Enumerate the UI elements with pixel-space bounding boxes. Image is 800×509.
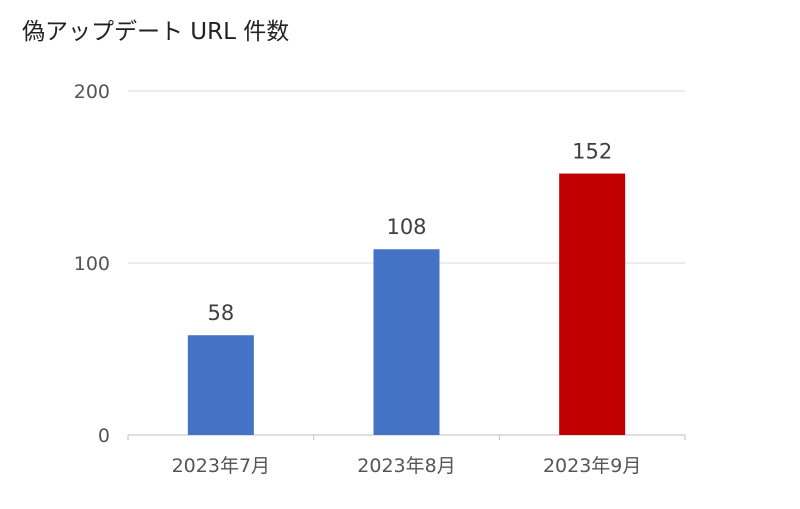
y-tick-label: 100 (74, 253, 110, 275)
x-tick-label: 2023年8月 (357, 455, 455, 477)
x-tick-label: 2023年9月 (543, 455, 641, 477)
data-label: 108 (386, 215, 426, 239)
bar-1 (187, 335, 254, 435)
data-label: 58 (207, 301, 234, 325)
y-tick-label: 200 (74, 81, 110, 103)
bar-3 (559, 173, 626, 435)
y-tick-label: 0 (98, 425, 110, 447)
data-label: 152 (572, 140, 612, 164)
chart-title: 偽アップデート URL 件数 (22, 19, 290, 45)
x-tick-label: 2023年7月 (172, 455, 270, 477)
bar-2 (373, 249, 440, 435)
